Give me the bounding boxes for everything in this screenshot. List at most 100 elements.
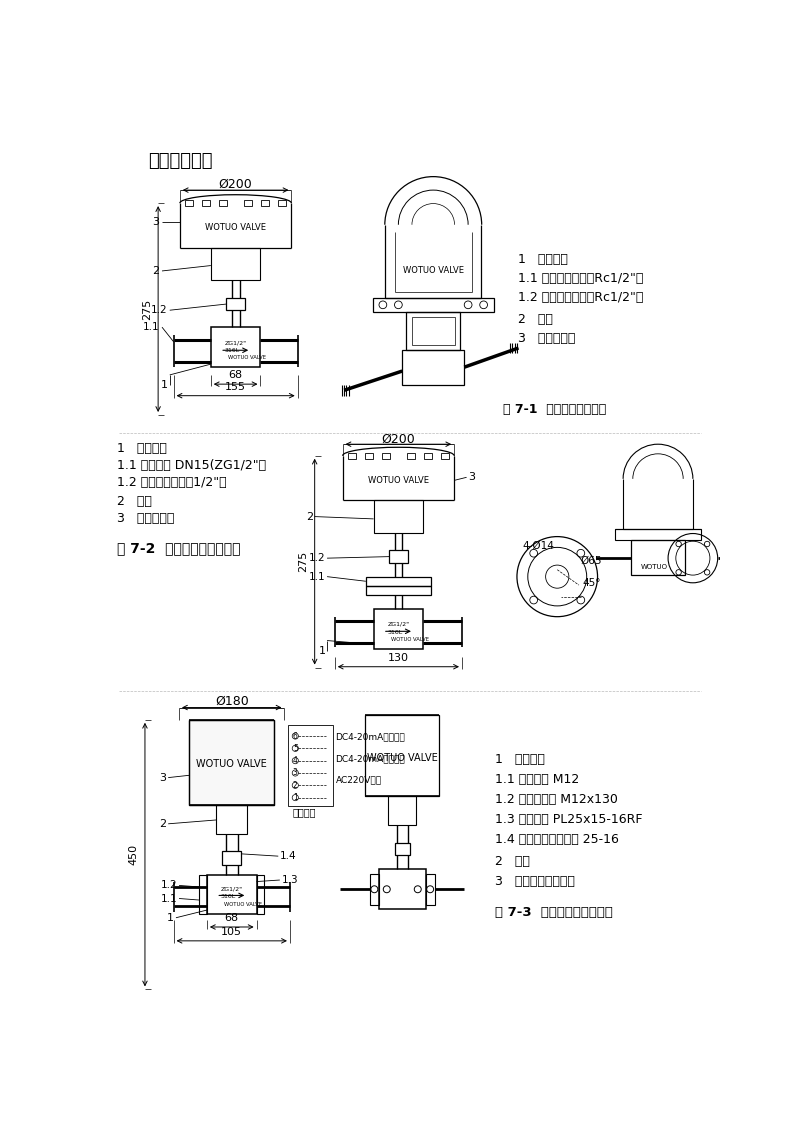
Bar xyxy=(365,453,373,459)
Text: 1: 1 xyxy=(293,793,298,802)
Text: 1.2 外六角螺栓 M12x130: 1.2 外六角螺栓 M12x130 xyxy=(495,793,618,807)
Text: ZG1/2": ZG1/2" xyxy=(387,622,410,627)
Text: 2   阀芯: 2 阀芯 xyxy=(518,313,554,326)
Text: WOTUO VALVE: WOTUO VALVE xyxy=(228,355,266,361)
Bar xyxy=(216,805,247,834)
Text: 图 7-3  对夹法兰安装外形图: 图 7-3 对夹法兰安装外形图 xyxy=(495,906,613,919)
Text: 275: 275 xyxy=(298,550,309,572)
Text: WOTUO VALVE: WOTUO VALVE xyxy=(368,476,429,485)
Bar xyxy=(287,725,333,806)
Bar xyxy=(411,317,455,345)
Bar xyxy=(402,351,464,385)
Bar xyxy=(366,577,431,586)
Bar xyxy=(407,453,414,459)
Text: 图 7-1  螺纹式安装外形图: 图 7-1 螺纹式安装外形图 xyxy=(503,403,606,417)
Text: 1   阀门本体: 1 阀门本体 xyxy=(117,443,167,455)
Bar xyxy=(199,875,207,914)
Text: 316L: 316L xyxy=(221,894,236,899)
Text: 1.1 卡套接头部件（Rc1/2"）: 1.1 卡套接头部件（Rc1/2"） xyxy=(518,272,644,285)
Text: 2   阀芯: 2 阀芯 xyxy=(117,495,152,507)
Bar xyxy=(615,529,701,540)
Text: DC4-20mA位置反馈: DC4-20mA位置反馈 xyxy=(336,754,406,763)
Text: 105: 105 xyxy=(222,927,242,938)
Bar xyxy=(189,720,274,805)
Text: 2: 2 xyxy=(306,512,313,522)
Text: WOTUO VALVE: WOTUO VALVE xyxy=(402,267,464,276)
Text: Ø200: Ø200 xyxy=(382,432,415,445)
Text: 3: 3 xyxy=(153,218,160,227)
Text: 1.4: 1.4 xyxy=(280,851,297,861)
Bar xyxy=(382,453,390,459)
Text: 1.1: 1.1 xyxy=(143,322,160,333)
Text: 1.2: 1.2 xyxy=(161,881,178,891)
Text: 3   气动执行器: 3 气动执行器 xyxy=(518,333,576,345)
Bar xyxy=(189,720,274,805)
Text: 316L: 316L xyxy=(225,347,240,353)
Text: 图 7-2  螺纹法兰安装外形图: 图 7-2 螺纹法兰安装外形图 xyxy=(117,541,241,555)
Bar xyxy=(202,200,210,207)
Text: WOTUO VALVE: WOTUO VALVE xyxy=(367,754,438,764)
Text: DC4-20mA控制信号: DC4-20mA控制信号 xyxy=(336,732,406,741)
Text: 1   阀门本体: 1 阀门本体 xyxy=(495,754,545,766)
Bar xyxy=(394,843,410,856)
Bar xyxy=(186,200,193,207)
Text: 275: 275 xyxy=(142,299,152,320)
Text: Ø180: Ø180 xyxy=(215,695,249,708)
Text: 2: 2 xyxy=(293,781,298,790)
Bar xyxy=(406,312,460,351)
Text: 450: 450 xyxy=(129,844,138,865)
Text: 1.1 螺纹法兰 DN15(ZG1/2"）: 1.1 螺纹法兰 DN15(ZG1/2"） xyxy=(117,460,266,472)
Text: WOTUO: WOTUO xyxy=(641,564,668,571)
Text: 2: 2 xyxy=(158,818,166,829)
Text: 4-Ø14: 4-Ø14 xyxy=(522,541,554,550)
Bar xyxy=(426,874,435,905)
Text: 2: 2 xyxy=(153,266,160,276)
Text: 68: 68 xyxy=(225,914,239,923)
Bar xyxy=(207,875,257,914)
Bar xyxy=(424,453,432,459)
Bar xyxy=(374,609,423,649)
Text: 4: 4 xyxy=(293,756,298,765)
Bar xyxy=(373,297,494,312)
Text: 1.2: 1.2 xyxy=(151,305,167,316)
Text: 5: 5 xyxy=(293,743,298,753)
Text: Ø65: Ø65 xyxy=(581,556,602,566)
Bar xyxy=(211,327,261,368)
Text: 1.1: 1.1 xyxy=(161,893,178,903)
Text: 68: 68 xyxy=(229,370,242,380)
Bar xyxy=(278,200,286,207)
Bar xyxy=(441,453,449,459)
Bar xyxy=(348,453,356,459)
Text: Ø200: Ø200 xyxy=(218,177,253,191)
Bar xyxy=(244,200,252,207)
Text: 3: 3 xyxy=(293,768,298,777)
Text: WOTUO VALVE: WOTUO VALVE xyxy=(205,222,266,232)
Text: 130: 130 xyxy=(388,653,409,663)
Text: 1.4 法兰用非金属垫片 25-16: 1.4 法兰用非金属垫片 25-16 xyxy=(495,833,619,847)
Text: 316L: 316L xyxy=(387,630,402,634)
Bar xyxy=(379,869,426,909)
Text: 1: 1 xyxy=(161,380,167,390)
Bar xyxy=(226,297,245,310)
Bar xyxy=(365,715,439,796)
Text: WOTUO VALVE: WOTUO VALVE xyxy=(196,759,267,768)
Text: 3: 3 xyxy=(468,472,475,482)
Bar xyxy=(219,200,227,207)
Text: 45°: 45° xyxy=(582,578,601,588)
Text: ZG1/2": ZG1/2" xyxy=(225,340,247,345)
Bar xyxy=(366,586,431,595)
Text: AC220V电压: AC220V电压 xyxy=(336,775,382,784)
Bar xyxy=(388,796,416,825)
Text: 2   阀芯: 2 阀芯 xyxy=(495,855,530,868)
Bar xyxy=(262,200,269,207)
Text: 1.2 卡套接头部件（Rc1/2"）: 1.2 卡套接头部件（Rc1/2"） xyxy=(518,292,644,304)
Text: 1   阀门本体: 1 阀门本体 xyxy=(518,253,568,266)
Text: 3   电子式电动执行器: 3 电子式电动执行器 xyxy=(495,875,575,888)
Text: 155: 155 xyxy=(225,381,246,392)
Text: 1.1 六角螺纹 M12: 1.1 六角螺纹 M12 xyxy=(495,773,579,787)
Text: 1.1: 1.1 xyxy=(309,572,326,581)
Text: WOTUO VALVE: WOTUO VALVE xyxy=(390,637,429,641)
Text: 七、阀门外形: 七、阀门外形 xyxy=(148,152,213,170)
Text: 1.3: 1.3 xyxy=(282,875,298,885)
Bar xyxy=(389,550,408,563)
